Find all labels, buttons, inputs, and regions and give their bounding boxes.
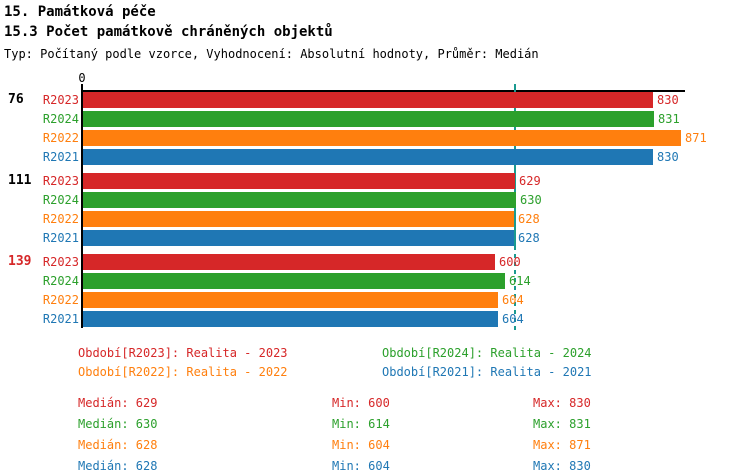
bar — [83, 311, 498, 327]
stat-min: Min: 614 — [332, 417, 390, 431]
bar-value-label: 630 — [520, 193, 542, 207]
series-label: R2021 — [42, 312, 79, 326]
series-label: R2023 — [42, 174, 79, 188]
stat-median: Medián: 629 — [78, 396, 158, 410]
bar-value-label: 628 — [518, 231, 540, 245]
bar-value-label: 871 — [685, 131, 707, 145]
stat-max: Max: 871 — [533, 438, 591, 452]
y-axis-line — [81, 84, 83, 328]
stat-median: Medián: 630 — [78, 417, 158, 431]
bar-value-label: 614 — [509, 274, 531, 288]
bar — [83, 254, 495, 270]
bar-value-label: 831 — [658, 112, 680, 126]
series-label: R2024 — [42, 274, 79, 288]
bar-value-label: 604 — [502, 312, 524, 326]
chart-subtitle: Typ: Počítaný podle vzorce, Vyhodnocení:… — [4, 47, 539, 61]
bar-value-label: 830 — [657, 93, 679, 107]
bar-value-label: 604 — [502, 293, 524, 307]
series-label: R2023 — [42, 93, 79, 107]
stat-max: Max: 830 — [533, 396, 591, 410]
series-label: R2024 — [42, 112, 79, 126]
bar — [83, 149, 653, 165]
bar — [83, 273, 505, 289]
stat-max: Max: 831 — [533, 417, 591, 431]
stat-min: Min: 604 — [332, 459, 390, 473]
series-label: R2022 — [42, 212, 79, 226]
bar-value-label: 629 — [519, 174, 541, 188]
series-label: R2022 — [42, 293, 79, 307]
legend-item: Období[R2024]: Realita - 2024 — [382, 346, 592, 360]
bar — [83, 130, 681, 146]
bar-value-label: 830 — [657, 150, 679, 164]
bar — [83, 173, 515, 189]
chart-title: 15.3 Počet památkově chráněných objektů — [4, 24, 333, 40]
series-label: R2024 — [42, 193, 79, 207]
bar-value-label: 628 — [518, 212, 540, 226]
page-title: 15. Památková péče — [4, 4, 156, 20]
bar-value-label: 600 — [499, 255, 521, 269]
bar — [83, 211, 514, 227]
series-label: R2021 — [42, 150, 79, 164]
bar — [83, 292, 498, 308]
group-label: 139 — [8, 254, 32, 269]
bar — [83, 230, 514, 246]
group-label: 111 — [8, 173, 32, 188]
legend-item: Období[R2021]: Realita - 2021 — [382, 365, 592, 379]
bar — [83, 192, 516, 208]
bar — [83, 92, 653, 108]
x-axis-origin-tick-label: 0 — [78, 71, 86, 85]
series-label: R2023 — [42, 255, 79, 269]
stat-min: Min: 604 — [332, 438, 390, 452]
stat-median: Medián: 628 — [78, 438, 158, 452]
median-line-solid — [514, 84, 516, 246]
bar — [83, 111, 654, 127]
legend-item: Období[R2022]: Realita - 2022 — [78, 365, 288, 379]
stat-min: Min: 600 — [332, 396, 390, 410]
stat-median: Medián: 628 — [78, 459, 158, 473]
median-line-dashed — [514, 246, 516, 333]
legend-item: Období[R2023]: Realita - 2023 — [78, 346, 288, 360]
x-axis-line — [81, 90, 685, 92]
stat-max: Max: 830 — [533, 459, 591, 473]
group-label: 76 — [8, 92, 24, 107]
series-label: R2021 — [42, 231, 79, 245]
series-label: R2022 — [42, 131, 79, 145]
